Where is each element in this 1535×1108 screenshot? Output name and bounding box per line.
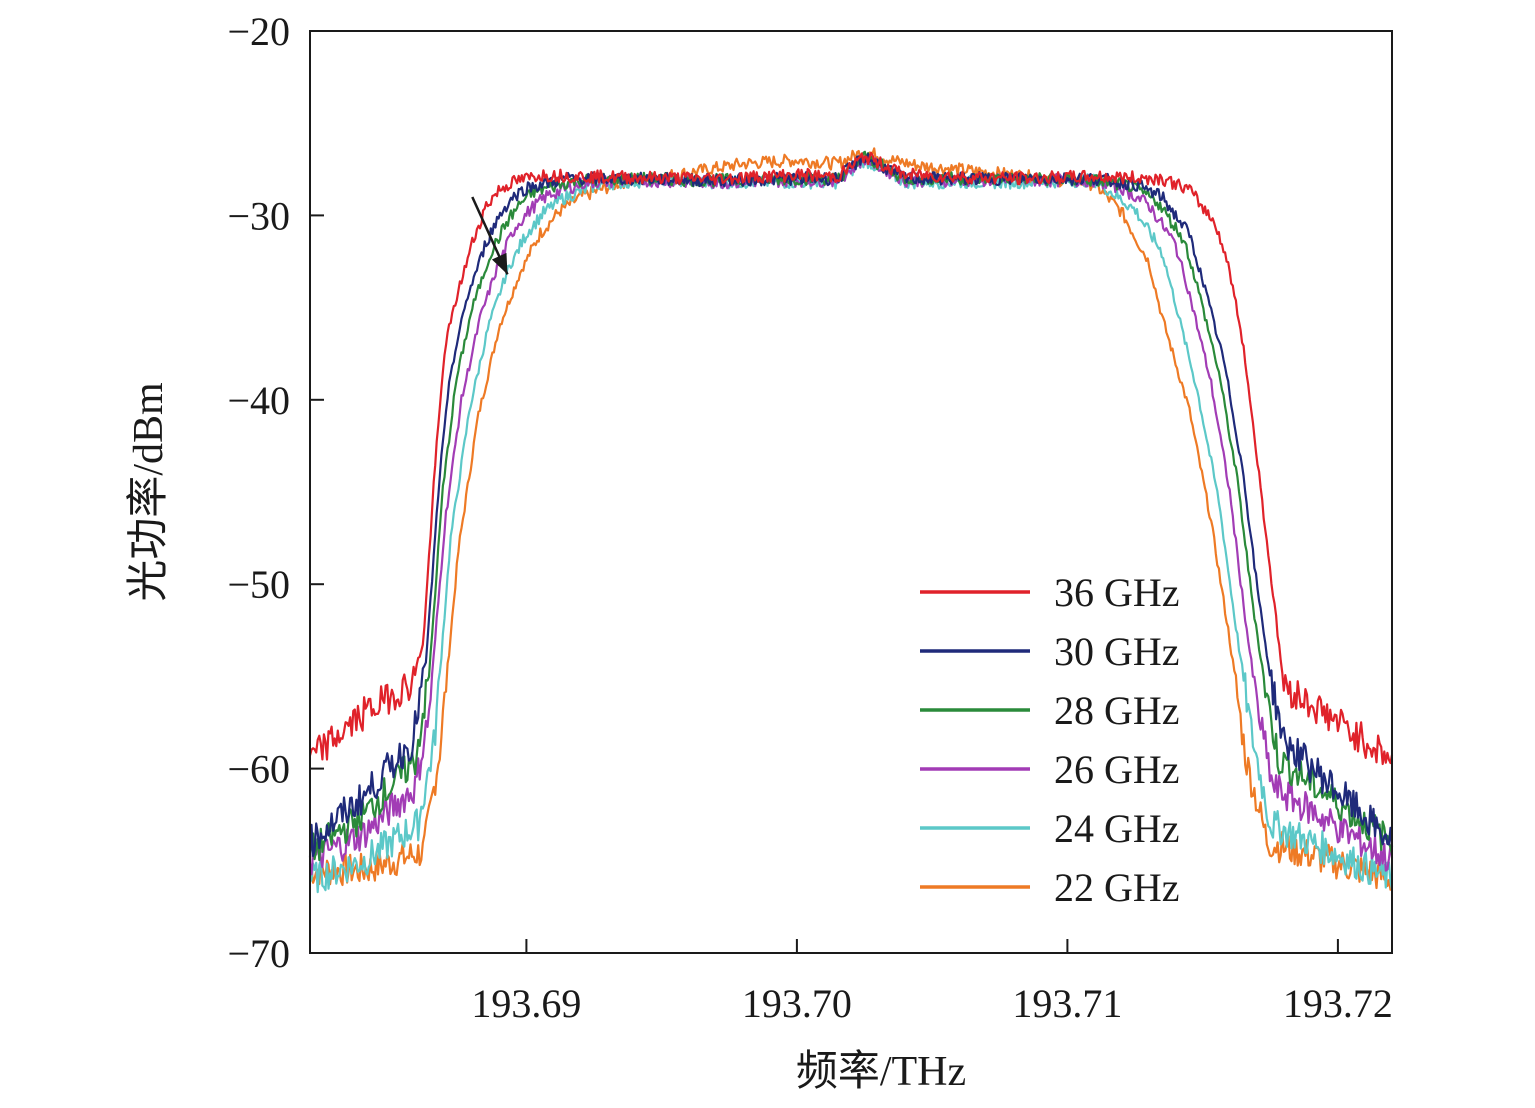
plot-frame bbox=[309, 30, 1393, 954]
series-line bbox=[308, 154, 1394, 876]
legend-label: 24 GHz bbox=[1054, 806, 1180, 851]
trend-arrow-head bbox=[491, 252, 508, 275]
y-tick-label: −50 bbox=[227, 562, 290, 607]
y-axis-label: 光功率/dBm bbox=[125, 382, 172, 602]
legend-label: 22 GHz bbox=[1054, 865, 1180, 910]
legend: 36 GHz 30 GHz 28 GHz 26 GHz 24 GHz 22 GHz bbox=[920, 570, 1180, 910]
x-tick-label: 193.70 bbox=[742, 981, 852, 1026]
series-line bbox=[308, 150, 1394, 862]
x-axis-label: 频率/THz bbox=[796, 1048, 966, 1095]
legend-label: 26 GHz bbox=[1054, 747, 1180, 792]
series-line bbox=[308, 152, 1394, 858]
series-line bbox=[309, 147, 1394, 891]
x-tick-label: 193.71 bbox=[1012, 981, 1122, 1026]
y-tick-label: −30 bbox=[227, 193, 290, 238]
legend-label: 30 GHz bbox=[1054, 629, 1180, 674]
y-tick-label: −70 bbox=[227, 931, 290, 976]
y-tick-label: −20 bbox=[227, 9, 290, 54]
y-tick-label: −40 bbox=[227, 378, 290, 423]
legend-label: 36 GHz bbox=[1054, 570, 1180, 615]
y-tick-label: −60 bbox=[227, 747, 290, 792]
x-tick-label: 193.72 bbox=[1283, 981, 1393, 1026]
series-line bbox=[308, 151, 1394, 766]
legend-label: 28 GHz bbox=[1054, 688, 1180, 733]
x-tick-label: 193.69 bbox=[471, 981, 581, 1026]
